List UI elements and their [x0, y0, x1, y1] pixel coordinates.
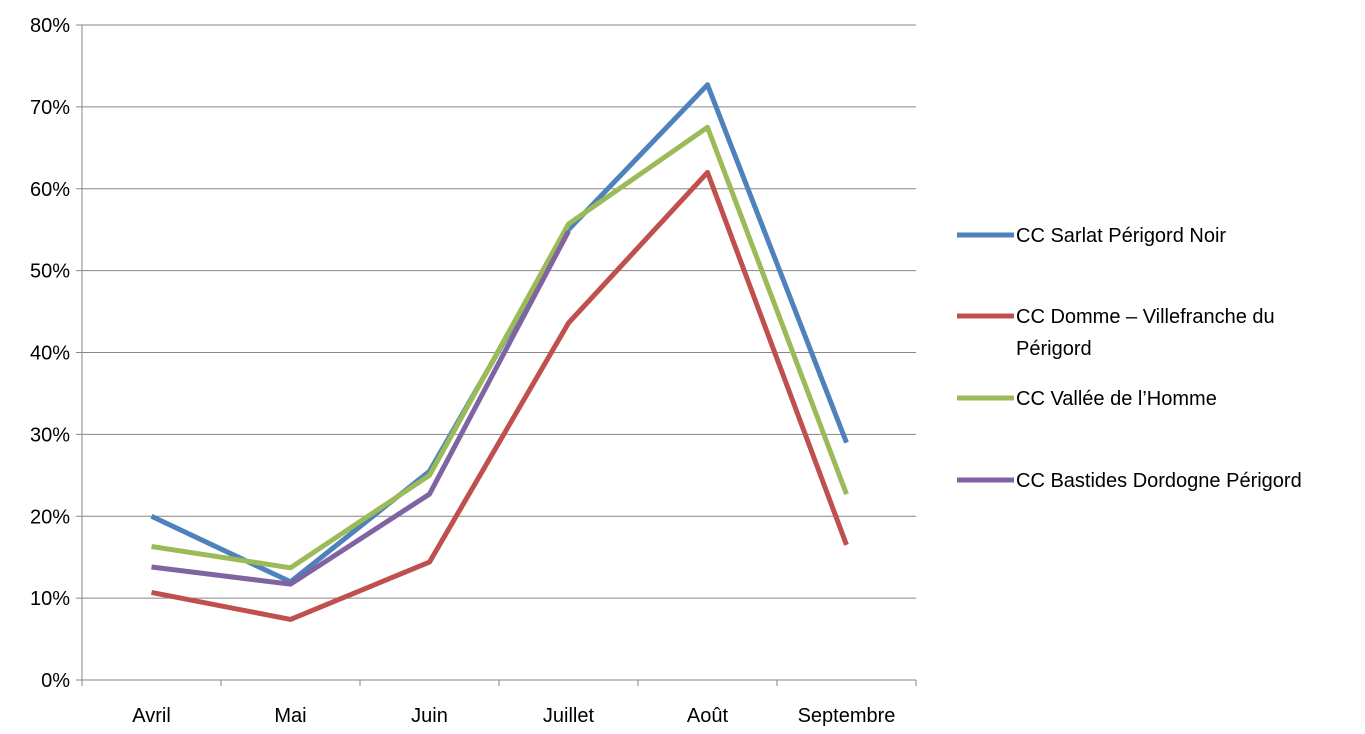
y-axis-tick-labels: 0% 10% 20% 30% 40% 50% 60% 70% 80%	[30, 15, 70, 692]
x-tick-label: Avril	[132, 705, 171, 727]
series-line-1	[150, 82, 849, 585]
series-line-4	[151, 230, 571, 587]
legend-label: CC Vallée de l’Homme	[1016, 388, 1217, 410]
gridlines	[82, 24, 916, 599]
x-tick-label: Juin	[411, 705, 448, 727]
series-line-3	[151, 124, 849, 571]
x-tick-label: Mai	[274, 705, 306, 727]
y-tick-label: 30%	[30, 424, 70, 446]
x-tick-label: Septembre	[798, 705, 896, 727]
x-tick-label: Juillet	[543, 705, 595, 727]
y-tick-label: 20%	[30, 506, 70, 528]
y-tick-label: 50%	[30, 261, 70, 283]
series-line-2	[151, 169, 849, 622]
legend-item-2: CC Domme – Villefranche du Périgord	[957, 306, 1275, 360]
legend-label: CC Sarlat Périgord Noir	[1016, 225, 1226, 247]
y-tick-label: 70%	[30, 97, 70, 119]
y-tick-label: 10%	[30, 588, 70, 610]
legend-item-3: CC Vallée de l’Homme	[957, 388, 1217, 410]
y-tick-label: 0%	[41, 670, 70, 692]
x-axis-tick-labels: Avril Mai Juin Juillet Août Septembre	[132, 705, 895, 727]
legend: CC Sarlat Périgord Noir CC Domme – Villef…	[957, 225, 1302, 492]
legend-item-1: CC Sarlat Périgord Noir	[957, 225, 1226, 247]
axes	[76, 24, 917, 686]
legend-item-4: CC Bastides Dordogne Périgord	[957, 470, 1302, 492]
y-tick-label: 60%	[30, 179, 70, 201]
y-tick-label: 80%	[30, 15, 70, 37]
legend-label: CC Domme – Villefranche du	[1016, 306, 1275, 328]
x-tick-label: Août	[687, 705, 729, 727]
y-tick-label: 40%	[30, 343, 70, 365]
legend-label: CC Bastides Dordogne Périgord	[1016, 470, 1302, 492]
legend-label: Périgord	[1016, 338, 1092, 360]
series-lines	[150, 82, 849, 622]
